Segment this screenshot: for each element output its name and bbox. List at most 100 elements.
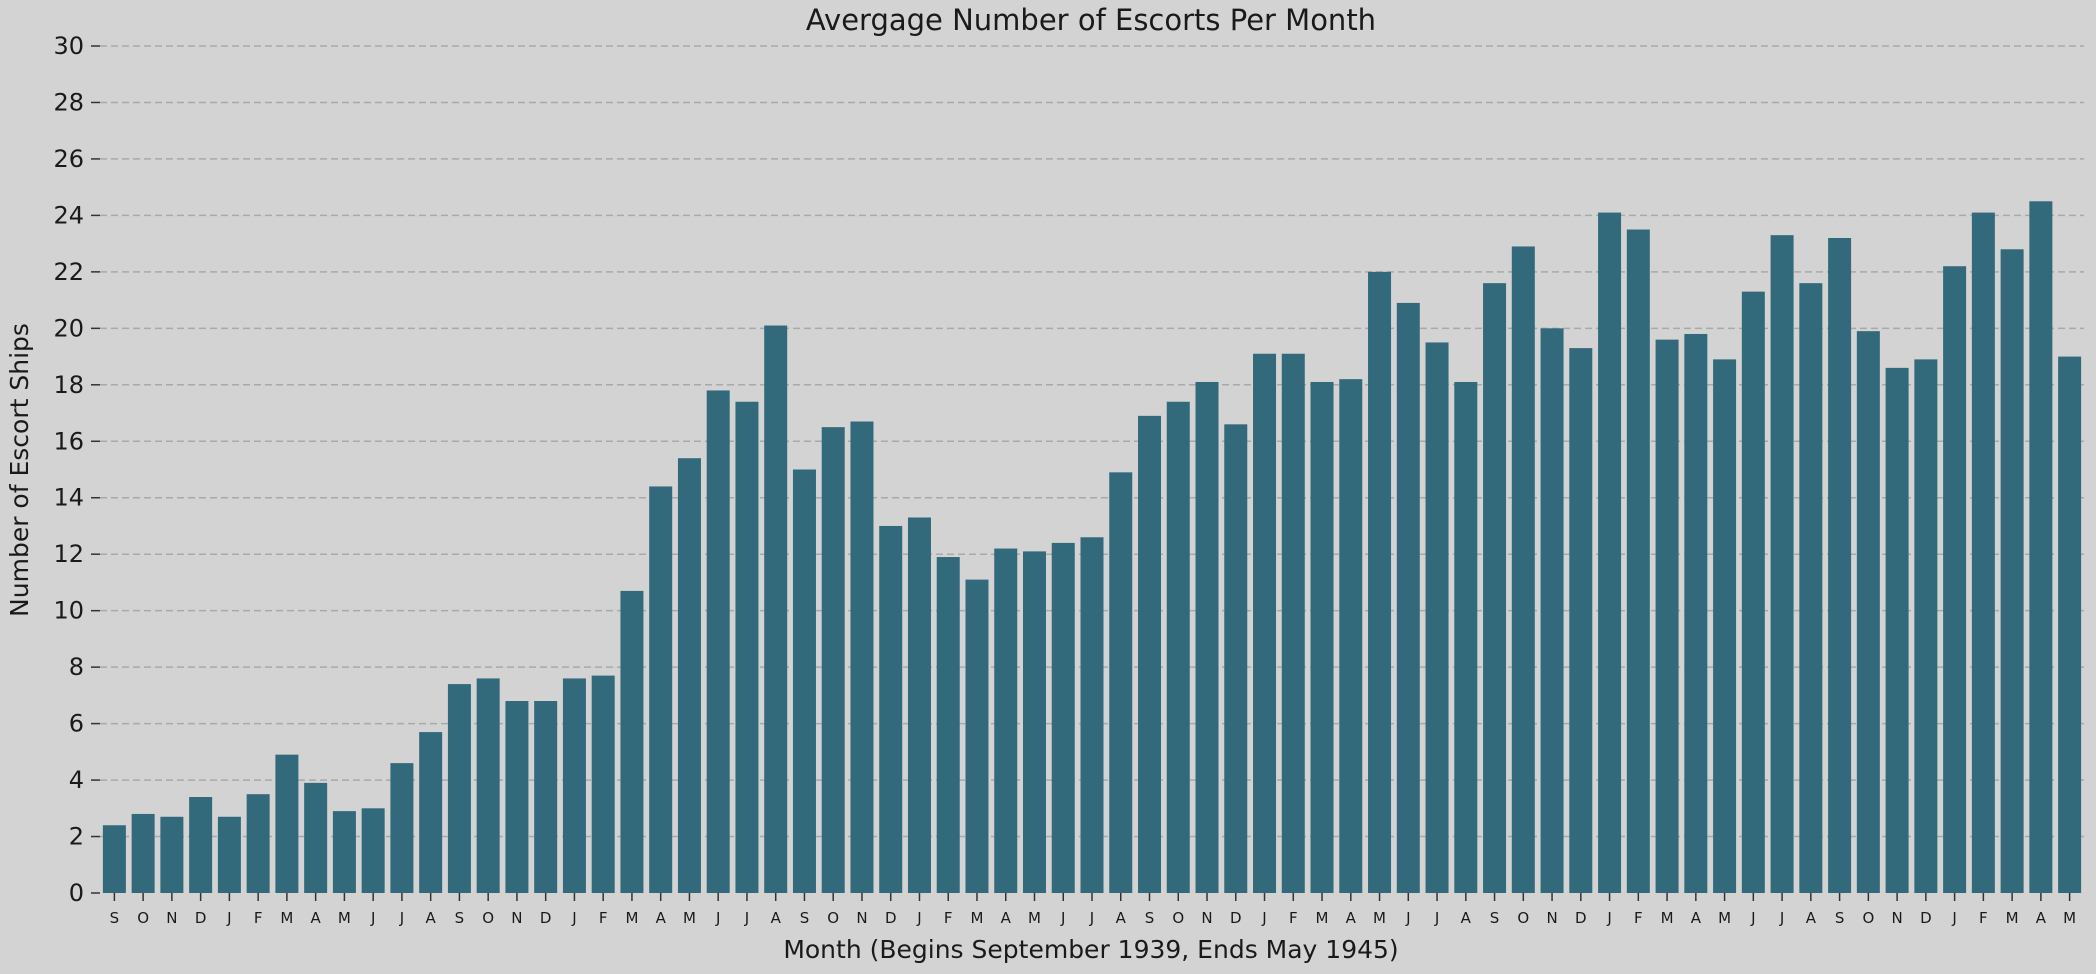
bars	[102, 201, 2082, 894]
x-tick-label: J	[1779, 909, 1784, 927]
bar	[1166, 401, 1190, 893]
bar	[1022, 551, 1046, 893]
x-axis-label: Month (Begins September 1939, Ends May 1…	[783, 935, 1398, 964]
bar	[850, 421, 874, 893]
y-tick-label: 24	[53, 201, 84, 229]
bar	[1770, 235, 1794, 893]
bar	[1914, 359, 1938, 893]
y-tick-label: 28	[53, 88, 84, 116]
x-tick-label: N	[1546, 909, 1557, 927]
bar	[505, 701, 529, 893]
bar	[1224, 424, 1248, 893]
bar	[390, 763, 414, 893]
x-tick-label: M	[1661, 909, 1674, 927]
bar	[1741, 291, 1765, 893]
x-tick-label: D	[195, 909, 207, 927]
bar	[1195, 381, 1219, 893]
bar	[792, 469, 816, 893]
x-tick-label: A	[2036, 909, 2047, 927]
x-tick-label: O	[1517, 909, 1529, 927]
x-tick-label: D	[540, 909, 552, 927]
x-tick-label: A	[771, 909, 782, 927]
x-tick-label: A	[1346, 909, 1357, 927]
bar	[1109, 472, 1133, 893]
x-tick-label: S	[455, 909, 465, 927]
bar	[1828, 237, 1852, 893]
bar	[332, 811, 356, 893]
bar	[1684, 333, 1708, 894]
y-tick-label: 26	[53, 145, 84, 173]
chart-title: Avergage Number of Escorts Per Month	[806, 3, 1376, 37]
bar	[189, 797, 213, 893]
x-tick-label: A	[1116, 909, 1127, 927]
bar	[2000, 249, 2024, 893]
x-tick-label: A	[426, 909, 437, 927]
bar	[1396, 302, 1420, 893]
y-tick-label: 10	[53, 597, 84, 625]
bar	[361, 808, 385, 893]
x-tick-label: J	[571, 909, 576, 927]
bar	[534, 701, 558, 893]
x-tick-label: N	[511, 909, 522, 927]
bar	[102, 825, 126, 893]
x-tick-label: S	[1145, 909, 1155, 927]
x-tick-label: M	[2063, 909, 2076, 927]
bar	[965, 579, 989, 893]
x-tick-label: J	[1750, 909, 1755, 927]
bar	[562, 678, 586, 893]
y-tick-label: 18	[53, 371, 84, 399]
x-tick-label: S	[1835, 909, 1845, 927]
x-tick-label: M	[625, 909, 638, 927]
bar	[246, 794, 270, 893]
x-tick-label: M	[1316, 909, 1329, 927]
y-tick-label: 2	[69, 823, 84, 851]
x-tick-label: S	[110, 909, 120, 927]
x-tick-label: D	[885, 909, 897, 927]
bar	[1626, 229, 1650, 893]
x-tick-label: F	[599, 909, 608, 927]
x-tick-label: F	[254, 909, 263, 927]
x-tick-label: F	[1634, 909, 1643, 927]
x-tick-label: J	[744, 909, 749, 927]
bar	[879, 525, 903, 893]
x-tick-label: O	[1862, 909, 1874, 927]
x-tick-label: S	[1490, 909, 1500, 927]
bar	[2058, 356, 2082, 894]
x-tick-label: M	[280, 909, 293, 927]
x-tick-label: N	[856, 909, 867, 927]
bar	[1051, 542, 1075, 893]
bar	[706, 390, 730, 893]
bar	[994, 548, 1018, 893]
bar	[764, 325, 788, 893]
bar	[1713, 359, 1737, 893]
bar	[821, 427, 845, 893]
y-tick-label: 16	[53, 427, 84, 455]
y-tick-label: 14	[53, 484, 84, 512]
bar	[735, 401, 759, 893]
y-tick-label: 0	[69, 879, 84, 907]
x-tick-label: J	[1434, 909, 1439, 927]
y-tick-label: 6	[69, 710, 84, 738]
x-tick-label: M	[1718, 909, 1731, 927]
bar	[1971, 212, 1995, 893]
bar	[1943, 266, 1967, 894]
x-tick-label: A	[1461, 909, 1472, 927]
bar	[936, 557, 960, 893]
x-tick-label: O	[137, 909, 149, 927]
bar	[160, 816, 184, 893]
x-tick-label: D	[1575, 909, 1587, 927]
x-tick-label: S	[800, 909, 810, 927]
x-tick-label: M	[971, 909, 984, 927]
bar	[907, 517, 931, 893]
bar	[1368, 271, 1392, 893]
bar	[1310, 381, 1334, 893]
y-tick-label: 12	[53, 540, 84, 568]
bar	[1080, 537, 1104, 893]
bar	[649, 486, 673, 893]
x-tick-label: F	[944, 909, 953, 927]
x-tick-label: A	[656, 909, 667, 927]
x-tick-label: D	[1230, 909, 1242, 927]
bar	[447, 684, 471, 893]
